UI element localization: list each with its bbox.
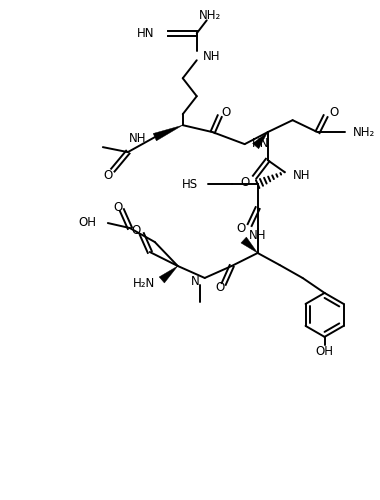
Text: O: O	[236, 222, 245, 234]
Text: NH₂: NH₂	[199, 9, 221, 22]
Text: OH: OH	[79, 216, 97, 228]
Text: HN: HN	[137, 27, 155, 40]
Text: N: N	[191, 276, 200, 288]
Text: O: O	[329, 106, 339, 118]
Polygon shape	[159, 266, 178, 283]
Text: NH: NH	[129, 132, 147, 144]
Polygon shape	[253, 132, 268, 148]
Polygon shape	[153, 125, 183, 141]
Text: O: O	[222, 106, 231, 118]
Text: OH: OH	[315, 346, 334, 358]
Text: NH: NH	[203, 50, 220, 63]
Text: O: O	[113, 200, 122, 213]
Text: H₂N: H₂N	[133, 278, 155, 290]
Polygon shape	[241, 237, 258, 253]
Text: O: O	[215, 282, 224, 294]
Text: NH₂: NH₂	[353, 126, 375, 138]
Text: NH: NH	[293, 168, 310, 181]
Text: O: O	[103, 168, 112, 181]
Text: HN: HN	[252, 136, 269, 149]
Text: HS: HS	[182, 178, 198, 190]
Text: NH: NH	[249, 228, 266, 241]
Text: O: O	[131, 224, 141, 236]
Text: O: O	[241, 176, 250, 188]
